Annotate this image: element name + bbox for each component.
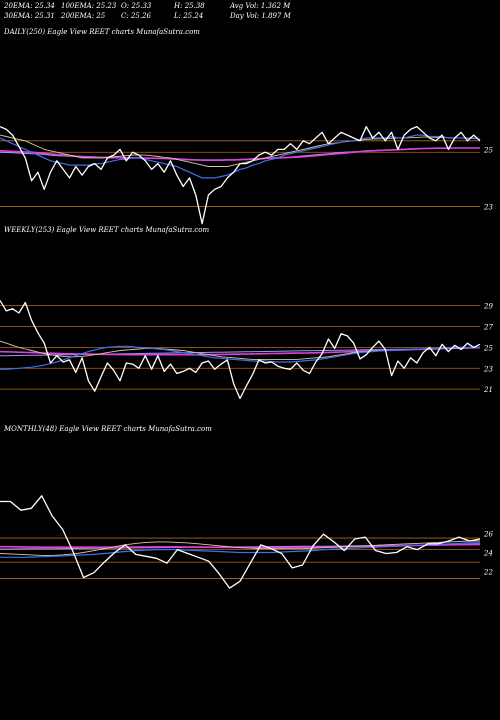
monthly-chart-title: MONTHLY(48) Eagle View REET charts Munaf… bbox=[3, 425, 212, 433]
monthly-y-tick-label: 22 bbox=[483, 569, 493, 577]
weekly-chart-title: WEEKLY(253) Eagle View REET charts Munaf… bbox=[4, 226, 209, 234]
weekly-price-line bbox=[0, 300, 481, 400]
daily-y-tick-label: 23 bbox=[483, 203, 493, 211]
ema30-readout: 30EMA: 25.31 bbox=[4, 12, 55, 20]
monthly-price-line bbox=[0, 495, 481, 589]
weekly-ema-short-line bbox=[0, 345, 480, 370]
monthly-ema-mid-line bbox=[0, 540, 480, 556]
daily-chart-title: DAILY(250) Eagle View REET charts Munafa… bbox=[3, 28, 200, 36]
weekly-y-tick-label: 23 bbox=[483, 365, 493, 373]
open-readout: O: 25.33 bbox=[121, 2, 152, 10]
avg-volume-readout: Avg Vol: 1.362 M bbox=[230, 2, 291, 10]
weekly-y-tick-label: 29 bbox=[483, 303, 493, 311]
monthly-y-tick-label: 24 bbox=[483, 550, 493, 558]
close-readout: C: 25.26 bbox=[121, 12, 151, 20]
low-readout: L: 25.24 bbox=[174, 12, 204, 20]
day-volume-readout: Day Vol: 1.897 M bbox=[230, 12, 291, 20]
daily-ema-mid-line bbox=[0, 134, 481, 167]
monthly-y-tick-label: 26 bbox=[483, 530, 493, 538]
monthly-ema-short-line bbox=[0, 542, 480, 558]
daily-ema-short-line bbox=[0, 134, 481, 179]
weekly-y-tick-label: 25 bbox=[483, 344, 493, 352]
weekly-y-tick-label: 27 bbox=[483, 324, 493, 332]
ema20-readout: 20EMA: 25.34 bbox=[4, 2, 55, 10]
daily-price-line bbox=[0, 125, 481, 225]
daily-ema-long_a-line bbox=[0, 147, 480, 161]
daily-y-tick-label: 25 bbox=[483, 146, 493, 154]
weekly-y-tick-label: 21 bbox=[483, 386, 493, 394]
ema100-readout: 100EMA: 25.23 bbox=[61, 2, 117, 10]
high-readout: H: 25.38 bbox=[174, 2, 205, 10]
ema200-readout: 200EMA: 25 bbox=[61, 12, 106, 20]
